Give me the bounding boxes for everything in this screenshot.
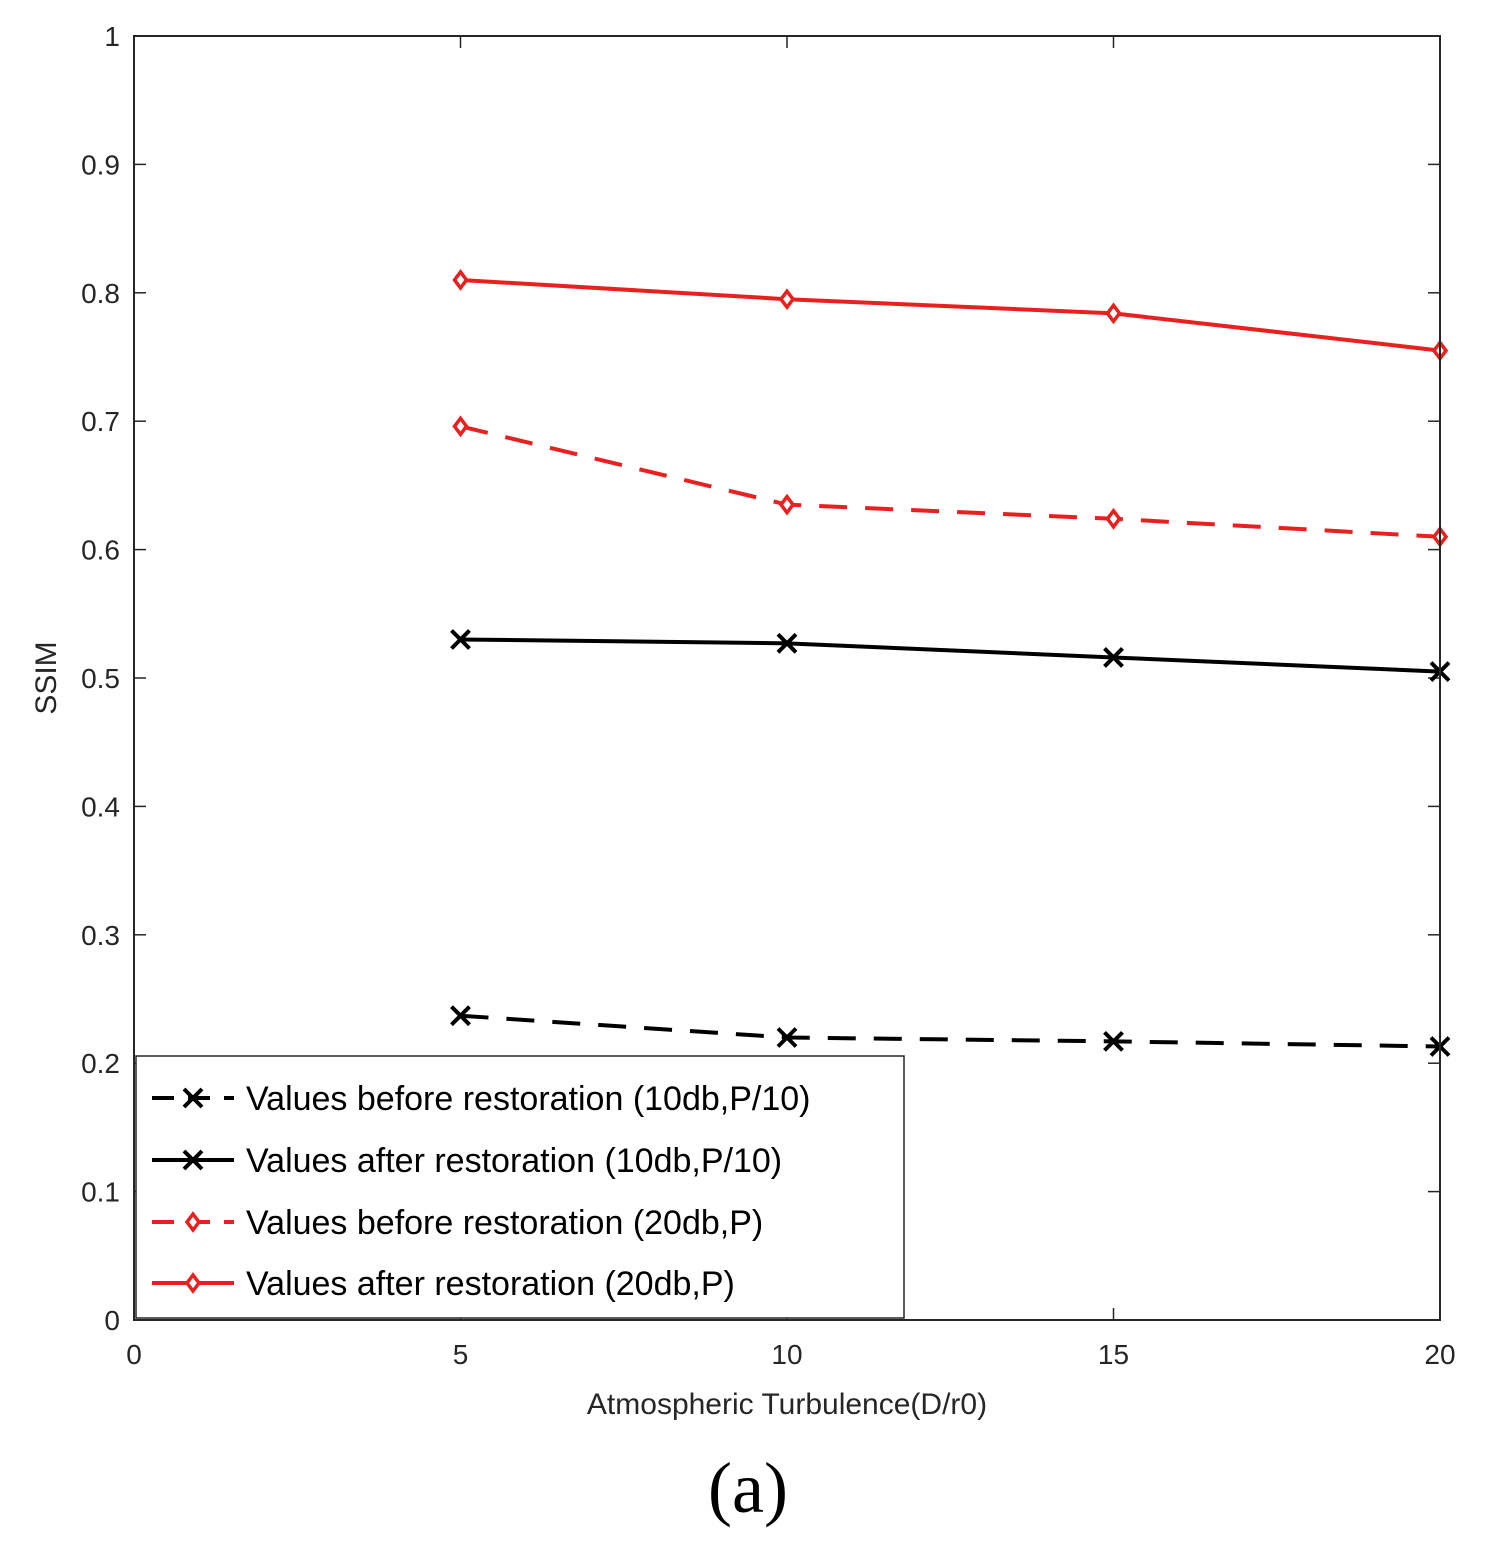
y-tick-label: 0.9 xyxy=(81,149,120,180)
x-marker xyxy=(450,629,471,650)
y-tick-label: 0.2 xyxy=(81,1048,120,1079)
legend-entry: Values after restoration (10db,P/10) xyxy=(152,1142,782,1180)
y-axis-label: SSIM xyxy=(30,641,63,714)
x-marker-stroke xyxy=(182,1087,204,1109)
series-1 xyxy=(450,1005,1451,1057)
legend-box xyxy=(135,1055,905,1319)
diamond-marker-shape xyxy=(778,288,796,311)
y-tick-label: 0.1 xyxy=(81,1177,120,1208)
series-4 xyxy=(452,269,1449,362)
diamond-marker xyxy=(778,288,796,311)
diamond-marker-shape xyxy=(452,269,469,291)
x-marker xyxy=(776,1027,798,1048)
x-marker xyxy=(182,1087,204,1109)
diamond-marker-shape xyxy=(184,1211,202,1233)
legend: Values before restoration (10db,P/10) Val… xyxy=(135,1055,905,1319)
diamond-marker xyxy=(452,415,469,438)
legend-entry: Values before restoration (20db,P) xyxy=(152,1204,763,1242)
legend-label: Values before restoration (20db,P) xyxy=(246,1204,763,1242)
x-marker-stroke xyxy=(776,632,798,654)
x-marker xyxy=(1103,1030,1124,1052)
x-tick-label: 10 xyxy=(771,1339,802,1370)
x-marker-stroke xyxy=(450,1005,471,1027)
legend-label: Values before restoration (10db,P/10) xyxy=(246,1080,811,1118)
y-tick-label: 0.4 xyxy=(81,791,120,822)
diamond-marker-shape xyxy=(1105,507,1122,530)
legend-entry: Values after restoration (20db,P) xyxy=(152,1265,735,1303)
legend-label: Values after restoration (20db,P) xyxy=(246,1265,735,1303)
x-marker-stroke xyxy=(1103,1030,1124,1052)
y-tick-label: 0.8 xyxy=(81,278,120,309)
y-tick-label: 0.7 xyxy=(81,406,120,437)
y-tick-label: 0.3 xyxy=(81,920,120,951)
x-marker xyxy=(776,632,798,654)
legend-entry: Values before restoration (10db,P/10) xyxy=(152,1080,811,1118)
x-marker xyxy=(450,1005,471,1027)
diamond-marker xyxy=(184,1211,202,1233)
diamond-marker-shape xyxy=(452,415,469,438)
diamond-marker-shape xyxy=(778,493,796,516)
series-line xyxy=(460,1013,1441,1049)
x-tick-label: 20 xyxy=(1424,1339,1455,1370)
x-tick-label: 5 xyxy=(453,1339,469,1370)
y-tick-label: 1 xyxy=(104,21,120,52)
x-marker-stroke xyxy=(1103,647,1124,668)
series-line xyxy=(460,277,1441,353)
x-marker-stroke xyxy=(776,1027,798,1048)
diamond-marker xyxy=(452,269,469,291)
y-tick-label: 0.6 xyxy=(81,535,120,566)
plot-frame xyxy=(133,35,1441,1321)
y-tick-label: 0.5 xyxy=(81,663,120,694)
diamond-marker xyxy=(1105,507,1122,530)
x-axis-label: Atmospheric Turbulence(D/r0) xyxy=(587,1388,987,1421)
x-marker xyxy=(182,1149,204,1171)
x-axis-ticks: 0 5 10 15 20 xyxy=(126,36,1456,1370)
legend-label: Values after restoration (10db,P/10) xyxy=(246,1142,782,1180)
series-line xyxy=(460,637,1441,674)
diamond-marker xyxy=(184,1272,202,1294)
x-marker-stroke xyxy=(182,1149,204,1171)
y-tick-label: 0 xyxy=(104,1305,120,1336)
panel-label: (a) xyxy=(708,1448,788,1528)
diamond-marker xyxy=(778,493,796,516)
x-marker-stroke xyxy=(450,629,471,650)
x-tick-label: 15 xyxy=(1098,1339,1129,1370)
diamond-marker-shape xyxy=(184,1272,202,1294)
x-tick-label: 0 xyxy=(126,1339,142,1370)
x-marker xyxy=(1103,647,1124,668)
diamond-marker-shape xyxy=(1105,302,1122,325)
diamond-marker xyxy=(1105,302,1122,325)
